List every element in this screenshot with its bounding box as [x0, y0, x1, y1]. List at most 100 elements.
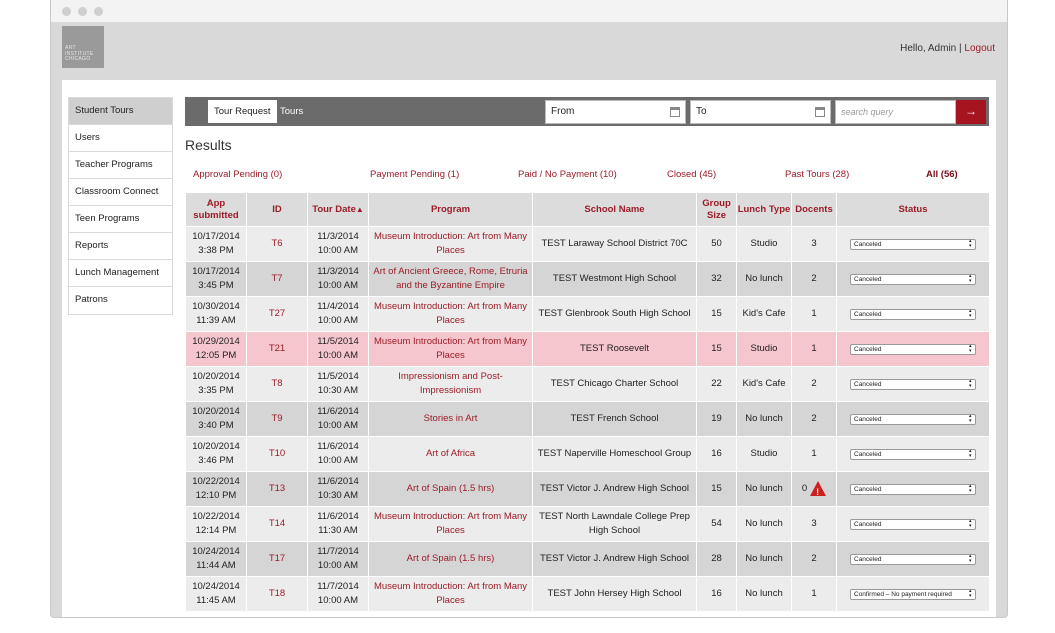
table-row[interactable]: 10/24/2014 11:45 AM T18 11/7/2014 10:00 AM Mu…: [185, 576, 990, 612]
cell-docents: 1: [791, 331, 837, 367]
col-group-size[interactable]: Group Size: [696, 192, 737, 227]
cell-program-link[interactable]: Art of Ancient Greece, Rome, Etruria and…: [368, 261, 533, 297]
status-select[interactable]: Canceled: [850, 484, 976, 495]
cell-program-link[interactable]: Museum Introduction: Art from Many Place…: [368, 226, 533, 262]
status-select[interactable]: Canceled: [850, 519, 976, 530]
col-app-submitted[interactable]: App submitted: [185, 192, 247, 227]
cell-docents: 2: [791, 541, 837, 577]
status-select[interactable]: Confirmed – No payment required: [850, 589, 976, 600]
calendar-icon[interactable]: [815, 107, 825, 117]
warning-icon[interactable]: !: [810, 481, 827, 497]
filter-payment-pending[interactable]: Payment Pending (1): [370, 169, 460, 180]
cell-program-link[interactable]: Art of Spain (1.5 hrs): [368, 541, 533, 577]
col-tour-date[interactable]: Tour Date▲: [307, 192, 369, 227]
cell-lunch-type: No lunch: [736, 471, 792, 507]
table-row[interactable]: 10/17/2014 3:38 PM T6 11/3/2014 10:00 AM Muse…: [185, 226, 990, 262]
close-window-dot[interactable]: [62, 7, 71, 16]
tour-time: 11:30 AM: [318, 525, 358, 536]
from-date-field[interactable]: From: [545, 100, 686, 124]
tour-time: 10:00 AM: [317, 560, 359, 571]
cell-status: Canceled: [836, 226, 990, 262]
table-row[interactable]: 10/30/2014 11:39 AM T27 11/4/2014 10:00 AM Mu…: [185, 296, 990, 332]
table-row[interactable]: 10/20/2014 3:40 PM T9 11/6/2014 10:00 AM Stor…: [185, 401, 990, 437]
table-row[interactable]: 10/22/2014 12:10 PM T13 11/6/2014 10:30 AM Ar…: [185, 471, 990, 507]
table-row[interactable]: 10/20/2014 3:46 PM T10 11/6/2014 10:00 AM Art…: [185, 436, 990, 472]
cell-program-link[interactable]: Museum Introduction: Art from Many Place…: [368, 331, 533, 367]
cell-group-size: 16: [696, 576, 737, 612]
sidebar-item-student-tours[interactable]: Student Tours: [69, 98, 172, 125]
cell-tour-id-link[interactable]: T17: [246, 541, 308, 577]
status-select[interactable]: Canceled: [850, 449, 976, 460]
cell-program-link[interactable]: Stories in Art: [368, 401, 533, 437]
status-select[interactable]: Canceled: [850, 239, 976, 250]
logout-link[interactable]: Logout: [964, 43, 995, 54]
filter-past-tours[interactable]: Past Tours (28): [785, 169, 850, 180]
tour-date: 11/6/2014: [317, 511, 359, 522]
cell-tour-id-link[interactable]: T18: [246, 576, 308, 612]
col-id[interactable]: ID: [246, 192, 308, 227]
status-select[interactable]: Canceled: [850, 414, 976, 425]
cell-program-link[interactable]: Museum Introduction: Art from Many Place…: [368, 576, 533, 612]
cell-program-link[interactable]: Museum Introduction: Art from Many Place…: [368, 506, 533, 542]
cell-app-submitted: 10/30/2014 11:39 AM: [185, 296, 247, 332]
cell-group-size: 54: [696, 506, 737, 542]
status-select[interactable]: Canceled: [850, 344, 976, 355]
submitted-time: 12:14 PM: [195, 525, 237, 536]
art-institute-logo[interactable]: ART INSTITUTE CHICAGO: [62, 26, 104, 68]
tour-time: 10:00 AM: [317, 245, 359, 256]
search-submit-button[interactable]: →: [956, 100, 986, 124]
cell-tour-id-link[interactable]: T9: [246, 401, 308, 437]
sidebar-item-teen-programs[interactable]: Teen Programs: [69, 206, 172, 233]
tab-tours[interactable]: Tours: [280, 106, 304, 117]
sidebar-item-teacher-programs[interactable]: Teacher Programs: [69, 152, 172, 179]
table-row[interactable]: 10/24/2014 11:44 AM T17 11/7/2014 10:00 AM Ar…: [185, 541, 990, 577]
table-row[interactable]: 10/20/2014 3:35 PM T8 11/5/2014 10:30 AM Impr…: [185, 366, 990, 402]
filter-closed[interactable]: Closed (45): [667, 169, 717, 180]
cell-program-link[interactable]: Art of Spain (1.5 hrs): [368, 471, 533, 507]
filter-all[interactable]: All (56): [926, 169, 958, 180]
col-docents[interactable]: Docents: [791, 192, 837, 227]
cell-tour-id-link[interactable]: T10: [246, 436, 308, 472]
cell-tour-id-link[interactable]: T27: [246, 296, 308, 332]
cell-group-size: 28: [696, 541, 737, 577]
sidebar-item-reports[interactable]: Reports: [69, 233, 172, 260]
minimize-window-dot[interactable]: [78, 7, 87, 16]
tab-tour-request[interactable]: Tour Request: [208, 100, 277, 123]
sort-ascending-icon: ▲: [355, 204, 364, 214]
cell-tour-id-link[interactable]: T7: [246, 261, 308, 297]
filter-approval-pending[interactable]: Approval Pending (0): [193, 169, 283, 180]
calendar-icon[interactable]: [670, 107, 680, 117]
cell-tour-id-link[interactable]: T6: [246, 226, 308, 262]
status-select[interactable]: Canceled: [850, 274, 976, 285]
sidebar-item-users[interactable]: Users: [69, 125, 172, 152]
cell-program-link[interactable]: Museum Introduction: Art from Many Place…: [368, 296, 533, 332]
maximize-window-dot[interactable]: [94, 7, 103, 16]
search-input[interactable]: search query: [835, 100, 956, 124]
col-status[interactable]: Status: [836, 192, 990, 227]
table-row[interactable]: 10/22/2014 12:14 PM T14 11/6/2014 11:30 AM Mu…: [185, 506, 990, 542]
filter-paid-no-payment[interactable]: Paid / No Payment (10): [518, 169, 617, 180]
cell-group-size: 32: [696, 261, 737, 297]
status-select[interactable]: Canceled: [850, 309, 976, 320]
table-row[interactable]: 10/29/2014 12:05 PM T21 11/5/2014 10:00 AM Mu…: [185, 331, 990, 367]
submitted-date: 10/17/2014: [192, 231, 240, 242]
cell-tour-id-link[interactable]: T21: [246, 331, 308, 367]
col-school-name[interactable]: School Name: [532, 192, 697, 227]
cell-program-link[interactable]: Art of Africa: [368, 436, 533, 472]
sidebar-item-patrons[interactable]: Patrons: [75, 294, 108, 305]
sidebar-item-classroom-connect[interactable]: Classroom Connect: [69, 179, 172, 206]
cell-lunch-type: Studio: [736, 226, 792, 262]
cell-tour-id-link[interactable]: T13: [246, 471, 308, 507]
col-program[interactable]: Program: [368, 192, 533, 227]
cell-program-link[interactable]: Impressionism and Post-Impressionism: [368, 366, 533, 402]
cell-tour-date: 11/6/2014 10:00 AM: [307, 401, 369, 437]
cell-tour-id-link[interactable]: T14: [246, 506, 308, 542]
sidebar-item-lunch-management[interactable]: Lunch Management: [69, 260, 172, 287]
status-select[interactable]: Canceled: [850, 554, 976, 565]
col-lunch-type[interactable]: Lunch Type: [736, 192, 792, 227]
status-select[interactable]: Canceled: [850, 379, 976, 390]
table-row[interactable]: 10/17/2014 3:45 PM T7 11/3/2014 10:00 AM Art …: [185, 261, 990, 297]
cell-tour-id-link[interactable]: T8: [246, 366, 308, 402]
to-date-field[interactable]: To: [690, 100, 831, 124]
cell-lunch-type: No lunch: [736, 541, 792, 577]
